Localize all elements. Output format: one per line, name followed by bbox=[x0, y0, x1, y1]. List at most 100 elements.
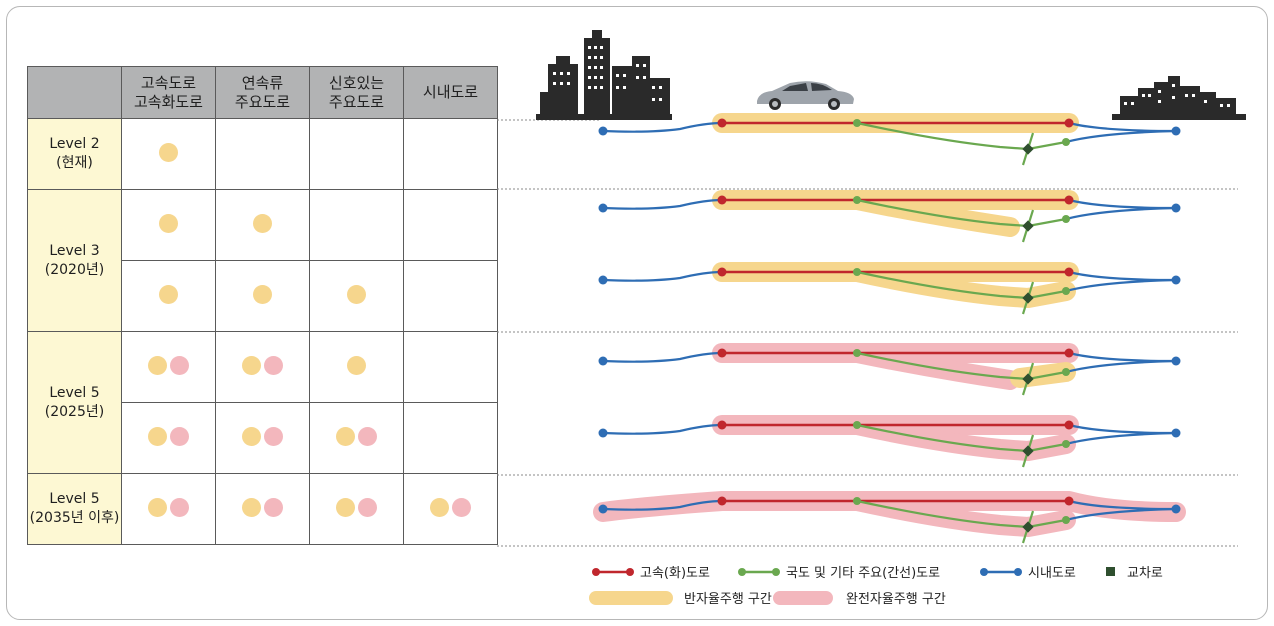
intersection-marker bbox=[1022, 521, 1034, 533]
city-endpoint bbox=[598, 428, 608, 438]
header-highway-line1: 고속도로 bbox=[140, 73, 197, 92]
city-road bbox=[1068, 351, 1177, 363]
city-endpoint bbox=[1171, 428, 1181, 438]
legend-city-dot bbox=[1014, 568, 1022, 576]
national-junction bbox=[853, 268, 861, 276]
header-continuous-line1: 연속류 bbox=[241, 73, 284, 92]
semi-autonomous-dot bbox=[253, 284, 272, 304]
autonomy-markers bbox=[347, 284, 366, 304]
city-road bbox=[1065, 129, 1177, 144]
semi-autonomous-dot bbox=[159, 142, 178, 162]
autonomy-markers bbox=[336, 497, 377, 517]
legend-highway-dot bbox=[626, 568, 634, 576]
national-junction bbox=[1062, 516, 1070, 524]
road-type-cell bbox=[309, 473, 404, 545]
table-body: Level 2 (현재) Level 3 (2020년) Level 5 (2025년) L… bbox=[27, 118, 498, 545]
road-row bbox=[593, 491, 1186, 544]
road-row bbox=[598, 113, 1181, 166]
city-endpoint bbox=[598, 126, 608, 136]
autonomy-markers bbox=[253, 284, 272, 304]
autonomy-markers bbox=[148, 355, 189, 375]
highway-endpoint bbox=[1064, 348, 1074, 358]
figure-frame bbox=[6, 6, 1268, 620]
semi-autonomous-dot bbox=[347, 284, 366, 304]
road-type-cell bbox=[403, 189, 498, 261]
full-autonomous-dot bbox=[264, 355, 283, 375]
semi-autonomous-dot bbox=[159, 213, 178, 233]
legend: 고속(화)도로 국도 및 기타 주요(간선)도로 시내도로 교차로 반자율주행 … bbox=[589, 566, 1163, 607]
road-type-cell bbox=[215, 331, 310, 403]
highway-endpoint bbox=[1064, 496, 1074, 506]
city-road bbox=[602, 423, 723, 435]
semi-autonomous-dot bbox=[242, 497, 261, 517]
semi-autonomous-dot bbox=[148, 497, 167, 517]
autonomy-markers bbox=[159, 284, 178, 304]
national-road bbox=[856, 423, 1067, 453]
semi-autonomous-dot bbox=[242, 355, 261, 375]
road-row bbox=[598, 415, 1181, 468]
national-junction bbox=[853, 497, 861, 505]
autonomy-markers bbox=[148, 497, 189, 517]
highway-endpoint bbox=[717, 348, 727, 358]
level-label-cell: Level 3 (2020년) bbox=[27, 189, 122, 332]
city-road bbox=[1068, 270, 1177, 282]
legend-intersection-label: 교차로 bbox=[1127, 566, 1163, 581]
highway-endpoint bbox=[717, 420, 727, 430]
intersection-marker bbox=[1022, 220, 1034, 232]
highway-endpoint bbox=[1064, 118, 1074, 128]
level-label-cell: Level 2 (현재) bbox=[27, 118, 122, 190]
road-type-cell bbox=[403, 260, 498, 332]
city-skyline-left-icon bbox=[536, 30, 672, 120]
table-row: Level 5 (2035년 이후) bbox=[27, 473, 498, 545]
city-road bbox=[602, 121, 723, 133]
table-row: Level 2 (현재) bbox=[27, 118, 498, 190]
semi-autonomous-dot bbox=[242, 426, 261, 446]
road-type-cell bbox=[121, 260, 216, 332]
legend-city-dot bbox=[980, 568, 988, 576]
autonomy-markers bbox=[253, 213, 272, 233]
city-endpoint bbox=[598, 504, 608, 514]
legend-national-dot bbox=[738, 568, 746, 576]
header-signalized: 신호있는 주요도로 bbox=[309, 66, 404, 119]
national-junction bbox=[853, 119, 861, 127]
road-row bbox=[598, 343, 1181, 396]
city-road bbox=[1068, 121, 1177, 133]
table-row: Level 5 (2025년) bbox=[27, 331, 498, 474]
road-type-cell bbox=[121, 473, 216, 545]
level-label-cell: Level 5 (2035년 이후) bbox=[27, 473, 122, 545]
national-junction bbox=[853, 349, 861, 357]
full-autonomous-dot bbox=[170, 426, 189, 446]
header-signalized-line2: 주요도로 bbox=[328, 92, 385, 111]
level-label-line: (2020년) bbox=[44, 261, 105, 278]
city-road bbox=[602, 270, 723, 282]
road-rows bbox=[593, 113, 1186, 544]
full-autonomous-dot bbox=[170, 497, 189, 517]
national-road bbox=[856, 351, 1067, 381]
highway-endpoint bbox=[717, 118, 727, 128]
full-autonomous-dot bbox=[170, 355, 189, 375]
national-road bbox=[856, 499, 1067, 529]
city-road bbox=[1065, 206, 1177, 221]
city-endpoint bbox=[598, 275, 608, 285]
autonomy-markers bbox=[242, 355, 283, 375]
road-type-cell bbox=[403, 473, 498, 545]
national-road bbox=[856, 270, 1067, 300]
separator-lines bbox=[497, 119, 1238, 547]
road-type-cell bbox=[215, 260, 310, 332]
legend-highway-dot bbox=[592, 568, 600, 576]
road-type-cell bbox=[215, 118, 310, 190]
autonomy-markers bbox=[242, 497, 283, 517]
autonomy-markers bbox=[159, 213, 178, 233]
city-endpoint bbox=[1171, 356, 1181, 366]
highway-endpoint bbox=[717, 496, 727, 506]
road-type-cell bbox=[309, 118, 404, 190]
national-junction bbox=[1062, 368, 1070, 376]
road-type-cell bbox=[403, 402, 498, 474]
city-road bbox=[1068, 423, 1177, 435]
road-row bbox=[598, 190, 1181, 243]
highway-endpoint bbox=[1064, 420, 1074, 430]
national-junction bbox=[1062, 440, 1070, 448]
legend-semi-label: 반자율주행 구간 bbox=[684, 591, 772, 607]
semi-autonomous-dot bbox=[148, 426, 167, 446]
